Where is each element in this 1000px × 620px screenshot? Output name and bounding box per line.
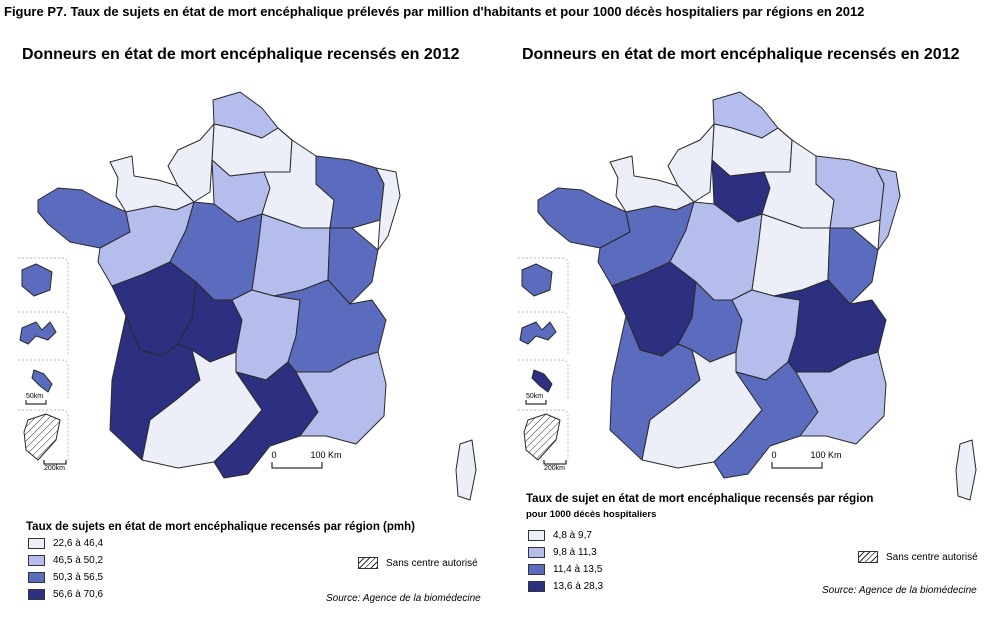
region-martinique — [31, 369, 53, 393]
inset-frame — [18, 311, 69, 354]
region-reunion — [521, 263, 553, 297]
inset-scale-large: 200km — [543, 460, 567, 472]
inset-scale-large: 200km — [43, 460, 67, 472]
region-paca — [795, 351, 887, 445]
scale-zero-label: 0 — [271, 450, 276, 460]
inset-frame — [518, 409, 569, 460]
legend-item: 56,6 à 70,6 — [28, 589, 103, 600]
legend-item: 13,6 à 28,3 — [528, 581, 603, 592]
legend-swatch — [528, 564, 545, 575]
legend-item: 50,3 à 56,5 — [28, 572, 103, 583]
france-map-pmh: 0 100 Km 50km 200km — [18, 91, 477, 501]
legend-item: 9,8 à 11,3 — [528, 547, 597, 558]
map-title-right: Donneurs en état de mort encéphalique re… — [522, 46, 960, 63]
map-title-left: Donneurs en état de mort encéphalique re… — [22, 46, 460, 63]
inset-scale-small: 50km — [25, 393, 47, 405]
scale-bar: 0 100 Km — [771, 450, 842, 469]
region-languedoc — [713, 361, 819, 479]
figure-title: Figure P7. Taux de sujets en état de mor… — [4, 4, 865, 19]
inset-scale-small-label: 50km — [526, 393, 543, 400]
region-reunion — [21, 263, 53, 297]
legend-swatch — [528, 547, 545, 558]
inset-frame — [518, 311, 569, 354]
legend-swatch — [528, 581, 545, 592]
region-alsace — [375, 167, 401, 251]
region-paca — [295, 351, 387, 445]
legend-swatch — [28, 555, 45, 566]
legend-item: 46,5 à 50,2 — [28, 555, 103, 566]
region-martinique — [531, 369, 553, 393]
inset-scale-large-label: 200km — [44, 465, 65, 472]
inset-scale-small: 50km — [525, 393, 547, 405]
legend-item: 22,6 à 46,4 — [28, 538, 103, 549]
region-corse — [455, 439, 477, 501]
source-note: Source: Agence de la biomédecine — [822, 585, 977, 596]
inset-scale-small-label: 50km — [26, 393, 43, 400]
no-center-legend: Sans centre autorisé — [858, 551, 978, 563]
legend-title-right: Taux de sujet en état de mort encéphaliq… — [526, 493, 874, 505]
inset-frame — [518, 257, 569, 308]
legend-item: 11,4 à 13,5 — [528, 564, 602, 575]
region-guyane — [23, 413, 61, 461]
source-note: Source: Agence de la biomédecine — [326, 593, 481, 604]
legend-swatch — [28, 538, 45, 549]
no-center-legend: Sans centre autorisé — [358, 557, 478, 569]
region-guadeloupe — [519, 321, 557, 345]
region-guadeloupe — [19, 321, 57, 345]
inset-scale-large-label: 200km — [544, 465, 565, 472]
legend-swatch — [28, 589, 45, 600]
legend-swatch — [528, 530, 545, 541]
inset-frame — [518, 359, 569, 400]
inset-frame — [18, 257, 69, 308]
legend-title-left: Taux de sujets en état de mort encéphali… — [26, 521, 415, 533]
scale-zero-label: 0 — [771, 450, 776, 460]
region-alsace — [875, 167, 901, 251]
hatch-swatch — [858, 551, 878, 563]
scale-bar: 0 100 Km — [271, 450, 342, 469]
region-lorraine — [815, 155, 885, 229]
region-corse — [955, 439, 977, 501]
region-guyane — [523, 413, 561, 461]
scale-distance-label: 100 Km — [310, 450, 341, 460]
legend-subtitle-right: pour 1000 décès hospitaliers — [526, 509, 657, 520]
inset-frame — [18, 409, 69, 460]
france-map-per-1000-deaths: 0 100 Km 50km 200km — [518, 91, 977, 501]
inset-frame — [18, 359, 69, 400]
legend-item: 4,8 à 9,7 — [528, 530, 592, 541]
region-languedoc — [213, 361, 319, 479]
region-lorraine — [315, 155, 385, 229]
hatch-swatch — [358, 557, 378, 569]
scale-distance-label: 100 Km — [810, 450, 841, 460]
legend-swatch — [28, 572, 45, 583]
